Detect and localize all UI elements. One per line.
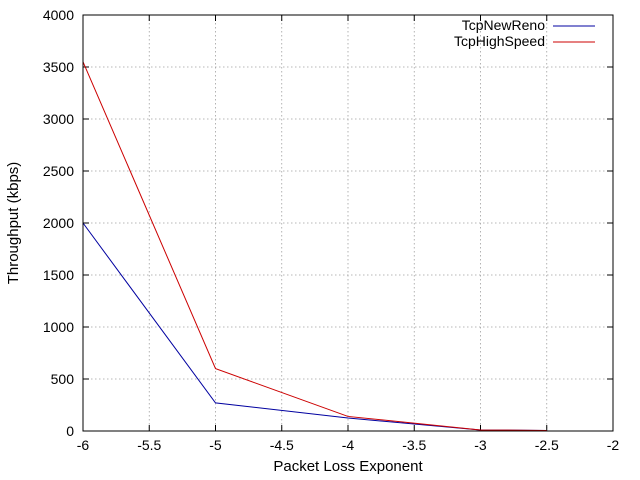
x-tick-label: -5	[209, 437, 222, 453]
series-lines	[82, 61, 547, 431]
y-tick-label: 2500	[43, 163, 74, 179]
y-tick-label: 1500	[43, 267, 74, 283]
plot-frame	[82, 14, 614, 432]
y-tick-label: 500	[51, 371, 75, 387]
legend-label-tcphighspeed: TcpHighSpeed	[454, 33, 545, 49]
series-line-tcpnewreno	[82, 222, 547, 431]
series-line-tcphighspeed	[82, 61, 547, 431]
x-axis-title: Packet Loss Exponent	[273, 458, 423, 475]
y-tick-label: 0	[66, 423, 74, 439]
x-tick-label: -4.5	[270, 437, 294, 453]
y-tick-label: 3500	[43, 59, 74, 75]
y-tick-label: 2000	[43, 215, 74, 231]
x-tick-label: -4	[342, 437, 355, 453]
x-tick-label: -3	[474, 437, 487, 453]
x-tick-label: -3.5	[402, 437, 426, 453]
x-tick-labels: -6 -5.5 -5 -4.5 -4 -3.5 -3 -2.5 -2	[77, 437, 620, 453]
legend-label-tcpnewreno: TcpNewReno	[462, 17, 545, 33]
x-tick-label: -6	[77, 437, 90, 453]
x-tick-label: -2.5	[535, 437, 559, 453]
y-tick-label: 1000	[43, 319, 74, 335]
y-tick-label: 3000	[43, 111, 74, 127]
y-tick-labels: 0 500 1000 1500 2000 2500 3000 3500 4000	[43, 7, 74, 439]
grid	[83, 15, 613, 431]
y-axis-title: Throughput (kbps)	[5, 162, 22, 285]
x-tick-label: -2	[607, 437, 620, 453]
x-tick-label: -5.5	[137, 437, 161, 453]
y-tick-label: 4000	[43, 7, 74, 23]
